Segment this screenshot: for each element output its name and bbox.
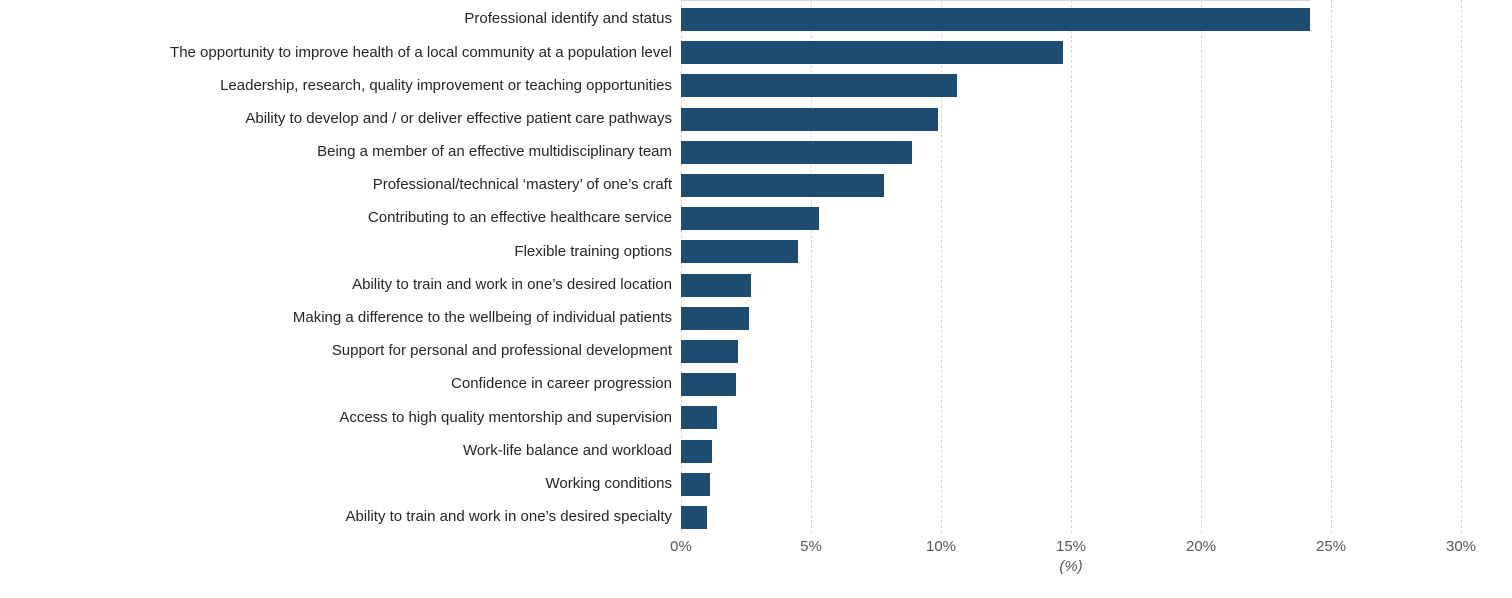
bar-row: Making a difference to the wellbeing of …: [0, 302, 1512, 335]
bar-track: [681, 235, 1512, 268]
gridline: [1331, 0, 1332, 533]
bar-row: Flexible training options: [0, 235, 1512, 268]
bar-track: [681, 368, 1512, 401]
bar-track: [681, 401, 1512, 434]
category-label: Support for personal and professional de…: [331, 342, 672, 360]
bar-row: Ability to train and work in one’s desir…: [0, 269, 1512, 302]
bar-row: The opportunity to improve health of a l…: [0, 36, 1512, 69]
bar: [681, 174, 884, 198]
category-label: Making a difference to the wellbeing of …: [292, 309, 672, 327]
category-label: Ability to develop and / or deliver effe…: [245, 109, 672, 127]
x-tick-label: 30%: [1445, 538, 1477, 555]
bar-track: [681, 335, 1512, 368]
category-label: Leadership, research, quality improvemen…: [220, 76, 672, 94]
bar: [681, 107, 939, 131]
x-axis: 0% 5% 10% 15% 20% 25% 30%: [0, 538, 1512, 558]
bar-row: Working conditions: [0, 468, 1512, 501]
x-tick-label: 5%: [800, 538, 822, 555]
crop-remnant-line: [681, 0, 1311, 1]
gridline: [1461, 0, 1462, 533]
bar-row: Access to high quality mentorship and su…: [0, 401, 1512, 434]
x-tick-label: 0%: [670, 538, 692, 555]
bar: [681, 306, 749, 330]
bar: [681, 140, 913, 164]
bar: [681, 339, 739, 363]
category-label: The opportunity to improve health of a l…: [170, 43, 672, 61]
bar-track: [681, 434, 1512, 467]
x-tick-label: 10%: [925, 538, 957, 555]
bar-track: [681, 36, 1512, 69]
category-label: Contributing to an effective healthcare …: [367, 209, 672, 227]
bar-row: Confidence in career progression: [0, 368, 1512, 401]
bar-track: [681, 136, 1512, 169]
gridline: [941, 0, 942, 533]
category-label: Work-life balance and workload: [463, 441, 672, 459]
bar-track: [681, 3, 1512, 36]
bar-row: Being a member of an effective multidisc…: [0, 136, 1512, 169]
category-label: Confidence in career progression: [451, 375, 672, 393]
bar: [681, 472, 710, 496]
bar-row: Professional/technical ‘mastery’ of one’…: [0, 169, 1512, 202]
bar-row: Professional identify and status: [0, 3, 1512, 36]
x-tick-label: 15%: [1055, 538, 1087, 555]
bar-track: [681, 501, 1512, 534]
bar-row: Ability to train and work in one’s desir…: [0, 501, 1512, 534]
bar: [681, 373, 736, 397]
bar: [681, 439, 713, 463]
bar-rows: Professional identify and status The oppo…: [0, 3, 1512, 534]
category-label: Professional/technical ‘mastery’ of one’…: [372, 176, 672, 194]
bar: [681, 207, 819, 231]
bar-row: Contributing to an effective healthcare …: [0, 202, 1512, 235]
bar-track: [681, 202, 1512, 235]
bar: [681, 505, 707, 529]
bar: [681, 74, 957, 98]
category-label: Working conditions: [545, 474, 672, 492]
bar-track: [681, 468, 1512, 501]
category-label: Ability to train and work in one’s desir…: [345, 508, 672, 526]
gridline: [1071, 0, 1072, 533]
gridline: [1201, 0, 1202, 533]
bar-row: Ability to develop and / or deliver effe…: [0, 103, 1512, 136]
x-axis-title: (%): [1059, 558, 1083, 575]
x-tick-label: 20%: [1185, 538, 1217, 555]
bar-track: [681, 69, 1512, 102]
bar: [681, 273, 752, 297]
gridline: [681, 0, 682, 533]
bar: [681, 406, 718, 430]
bar-track: [681, 302, 1512, 335]
bar-track: [681, 169, 1512, 202]
bar-track: [681, 103, 1512, 136]
bar-row: Leadership, research, quality improvemen…: [0, 69, 1512, 102]
category-label: Being a member of an effective multidisc…: [317, 143, 672, 161]
category-label: Ability to train and work in one’s desir…: [352, 275, 672, 293]
gridline: [811, 0, 812, 533]
bar: [681, 8, 1311, 32]
bar-track: [681, 269, 1512, 302]
category-label: Flexible training options: [514, 242, 672, 260]
bar-row: Support for personal and professional de…: [0, 335, 1512, 368]
bar: [681, 41, 1064, 65]
category-label: Professional identify and status: [464, 10, 672, 28]
x-tick-label: 25%: [1315, 538, 1347, 555]
bar: [681, 240, 798, 264]
category-label: Access to high quality mentorship and su…: [339, 408, 672, 426]
bar-row: Work-life balance and workload: [0, 434, 1512, 467]
